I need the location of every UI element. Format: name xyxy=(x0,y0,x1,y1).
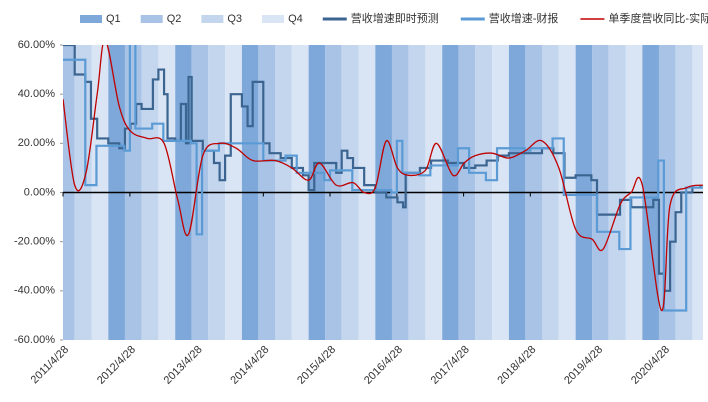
legend-label: Q3 xyxy=(227,13,242,25)
y-tick-label: -60.00% xyxy=(14,334,55,346)
legend-swatch xyxy=(201,15,224,23)
x-tick-label: 2014/4/28 xyxy=(228,344,271,387)
lines xyxy=(63,45,703,312)
series-line xyxy=(63,45,703,312)
x-tick-label: 2011/4/28 xyxy=(29,344,72,387)
y-tick-label: 0.00% xyxy=(24,186,55,198)
legend-swatch xyxy=(262,15,285,23)
legend-label: Q2 xyxy=(167,13,182,25)
series-line xyxy=(63,45,702,292)
x-tick-label: 2012/4/28 xyxy=(95,344,138,387)
y-tick-label: 40.00% xyxy=(18,88,56,100)
x-tick-label: 2016/4/28 xyxy=(362,344,405,387)
series-line xyxy=(63,45,703,312)
legend: Q1 Q2 Q3 Q4 营收增速即时预测 营收增速-财报 单季度营收同比-实际值 xyxy=(80,11,708,25)
legend-label: 营收增速即时预测 xyxy=(351,11,439,25)
y-tick-label: -20.00% xyxy=(14,236,55,248)
x-tick-label: 2018/4/28 xyxy=(495,344,538,387)
y-tick-label: 60.00% xyxy=(18,39,56,51)
x-tick-label: 2017/4/28 xyxy=(429,344,472,387)
legend-label: Q4 xyxy=(288,13,303,25)
x-tick-label: 2015/4/28 xyxy=(295,344,338,387)
y-tick-label: -40.00% xyxy=(14,285,55,297)
legend-swatch xyxy=(140,15,163,23)
x-tick-label: 2013/4/28 xyxy=(162,344,205,387)
legend-label: 营收增速-财报 xyxy=(489,11,559,25)
y-tick-label: 20.00% xyxy=(18,137,56,149)
x-tick-label: 2019/4/28 xyxy=(562,344,605,387)
x-tick-label: 2020/4/28 xyxy=(629,344,672,387)
legend-label: Q1 xyxy=(106,13,121,25)
legend-label: 单季度营收同比-实际值 xyxy=(608,11,708,25)
legend-swatch xyxy=(80,15,102,23)
